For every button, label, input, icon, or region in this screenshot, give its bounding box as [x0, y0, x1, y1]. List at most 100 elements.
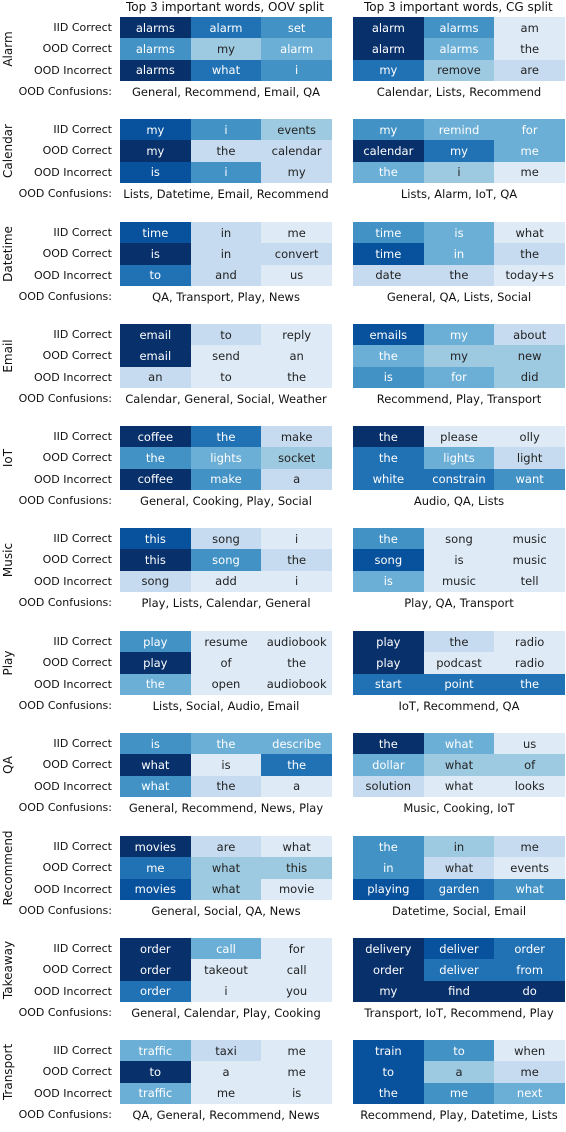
- heatmap-cell: date: [353, 264, 424, 286]
- heatmap-cell: did: [494, 366, 565, 388]
- heatmap-cell: movies: [120, 878, 191, 900]
- row-label: OOD Incorrect: [33, 370, 112, 384]
- heatmap-cell: is: [120, 243, 191, 265]
- row-label: OOD Correct: [42, 553, 112, 567]
- heatmap-cell: me: [494, 1061, 565, 1083]
- heatmap-cell: me: [423, 1082, 495, 1104]
- confusions-label: OOD Confusions:: [18, 1108, 112, 1121]
- heatmap-cell: i: [261, 570, 332, 592]
- heatmap-cell: audiobook: [261, 631, 332, 653]
- heatmap-cell: song: [423, 528, 495, 550]
- heatmap-cell: the: [261, 366, 332, 388]
- row-label: IID Correct: [53, 635, 112, 648]
- heatmap-cell: remind: [423, 119, 495, 141]
- row-label: OOD Correct: [42, 144, 112, 158]
- heatmap-cell: order: [494, 938, 565, 960]
- heatmap-cell: play: [353, 631, 424, 653]
- heatmap-cell: the: [190, 140, 262, 162]
- heatmap-cell: to: [190, 366, 262, 388]
- heatmap-cell: send: [190, 345, 262, 367]
- heatmap-cell: deliver: [423, 938, 495, 960]
- heatmap-cell: my: [353, 119, 424, 141]
- heatmap-cell: deliver: [423, 959, 495, 981]
- heatmap-cell: play: [353, 652, 424, 674]
- heatmap-cell: time: [353, 243, 424, 265]
- confusions-text: General, QA, Lists, Social: [386, 290, 532, 304]
- domain-label-text: Takeaway: [1, 940, 15, 1000]
- heatmap-cell: is: [120, 161, 191, 183]
- oov-column-title: Top 3 important words, OOV split: [126, 0, 324, 14]
- heatmap-cell: in: [423, 836, 495, 858]
- domain-label-text: QA: [1, 756, 15, 774]
- heatmap-cell: podcast: [423, 652, 495, 674]
- heatmap-cell: play: [120, 631, 191, 653]
- heatmap-cell: music: [423, 570, 495, 592]
- heatmap-cell: calendar: [353, 140, 424, 162]
- confusions-label: OOD Confusions:: [18, 494, 112, 507]
- heatmap-cell: song: [190, 549, 262, 571]
- heatmap-cell: in: [190, 243, 262, 265]
- heatmap-cell: my: [120, 140, 191, 162]
- confusions-text: Recommend, Play, Transport: [376, 392, 542, 406]
- confusions-label: OOD Confusions:: [18, 801, 112, 814]
- heatmap-cell: of: [494, 754, 565, 776]
- confusions-text: Calendar, Lists, Recommend: [376, 85, 542, 99]
- heatmap-cell: i: [261, 528, 332, 550]
- heatmap-cell: alarms: [423, 17, 495, 39]
- heatmap-cell: this: [120, 528, 191, 550]
- heatmap-cell: tell: [494, 570, 565, 592]
- heatmap-cell: is: [423, 549, 495, 571]
- heatmap-cell: my: [423, 324, 495, 346]
- heatmap-cell: find: [423, 980, 495, 1002]
- row-label: OOD Correct: [42, 656, 112, 670]
- heatmap-cell: a: [261, 468, 332, 490]
- heatmap-cell: what: [120, 775, 191, 797]
- heatmap-cell: what: [423, 857, 495, 879]
- heatmap-cell: me: [494, 140, 565, 162]
- heatmap-cell: the: [494, 38, 565, 60]
- confusions-text: Music, Cooking, IoT: [403, 801, 515, 815]
- domain-label-text: Play: [1, 650, 15, 676]
- confusions-label: OOD Confusions:: [18, 1006, 112, 1019]
- heatmap-cell: me: [120, 857, 191, 879]
- domain-label: Takeaway: [0, 938, 16, 1002]
- row-label: OOD Incorrect: [33, 63, 112, 77]
- domain-label-text: Calendar: [1, 124, 15, 178]
- heatmap-cell: white: [353, 468, 424, 490]
- heatmap-cell: taxi: [190, 1040, 262, 1062]
- heatmap-cell: of: [190, 652, 262, 674]
- heatmap-cell: the: [120, 447, 191, 469]
- heatmap-cell: light: [494, 447, 565, 469]
- heatmap-cell: open: [190, 673, 262, 695]
- heatmap-cell: my: [120, 119, 191, 141]
- heatmap-cell: i: [190, 161, 262, 183]
- confusions-text: Lists, Alarm, IoT, QA: [400, 187, 518, 201]
- heatmap-cell: dollar: [353, 754, 424, 776]
- heatmap-cell: do: [494, 980, 565, 1002]
- cg-heatmap: the please olly the lights light white constrai…: [353, 426, 565, 490]
- oov-heatmap: coffee the make the lights socket coffee make a: [120, 426, 332, 490]
- heatmap-cell: music: [494, 549, 565, 571]
- heatmap-cell: is: [261, 1082, 332, 1104]
- heatmap-cell: order: [353, 959, 424, 981]
- heatmap-cell: traffic: [120, 1082, 191, 1104]
- heatmap-cell: music: [494, 528, 565, 550]
- confusions-text: QA, General, Recommend, News: [132, 1108, 320, 1122]
- heatmap-cell: make: [261, 426, 332, 448]
- heatmap-cell: alarms: [120, 38, 191, 60]
- domain-label: Datetime: [0, 222, 16, 286]
- heatmap-cell: time: [353, 222, 424, 244]
- confusions-label: OOD Confusions:: [18, 392, 112, 405]
- domain-label-text: Datetime: [1, 226, 15, 282]
- row-label: OOD Correct: [42, 963, 112, 977]
- oov-heatmap: email to reply email send an an to the: [120, 324, 332, 388]
- heatmap-cell: to: [190, 324, 262, 346]
- heatmap-cell: traffic: [120, 1040, 191, 1062]
- row-label: OOD Correct: [42, 349, 112, 363]
- domain-group: Alarm IID Correct OOD Correct OOD Incorrect…: [0, 17, 566, 109]
- domain-group: QA IID Correct OOD Correct OOD Incorrect OOD…: [0, 733, 566, 825]
- heatmap-cell: time: [120, 222, 191, 244]
- row-label: OOD Incorrect: [33, 984, 112, 998]
- domain-label-text: Recommend: [1, 830, 15, 906]
- confusions-text: Datetime, Social, Email: [391, 904, 527, 918]
